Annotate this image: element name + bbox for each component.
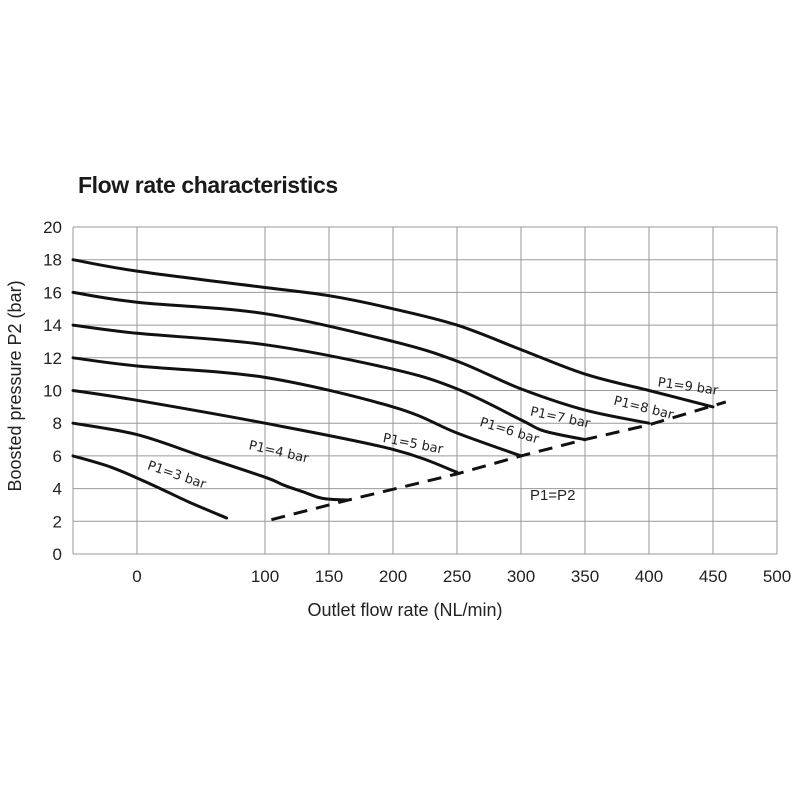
series-line bbox=[71, 389, 459, 474]
x-tick-label: 350 bbox=[571, 567, 599, 586]
x-tick-label: 0 bbox=[132, 567, 141, 586]
y-tick-label: 16 bbox=[43, 283, 62, 302]
y-tick-label: 18 bbox=[43, 251, 62, 270]
x-tick-label: 100 bbox=[251, 567, 279, 586]
series-line bbox=[71, 323, 587, 442]
reference-label: P1=P2 bbox=[530, 487, 575, 504]
reference-line bbox=[271, 400, 727, 522]
y-axis-label: Boosted pressure P2 (bar) bbox=[5, 280, 25, 491]
series-line bbox=[71, 258, 715, 409]
series-line bbox=[71, 454, 229, 520]
series-label: P1=4 bar bbox=[247, 438, 310, 466]
y-tick-label: 2 bbox=[53, 512, 62, 531]
series-line bbox=[71, 356, 523, 458]
series-line bbox=[71, 421, 350, 502]
y-tick-label: 10 bbox=[43, 382, 62, 401]
x-tick-label: 200 bbox=[379, 567, 407, 586]
y-tick-label: 20 bbox=[43, 218, 62, 237]
y-tick-label: 6 bbox=[53, 447, 62, 466]
x-tick-label: 450 bbox=[699, 567, 727, 586]
y-tick-label: 8 bbox=[53, 414, 62, 433]
x-tick-label: 300 bbox=[507, 567, 535, 586]
y-tick-label: 12 bbox=[43, 349, 62, 368]
x-tick-label: 500 bbox=[763, 567, 791, 586]
x-axis-label: Outlet flow rate (NL/min) bbox=[307, 600, 502, 620]
series-line bbox=[71, 290, 651, 425]
y-tick-label: 14 bbox=[43, 316, 62, 335]
series-lines bbox=[71, 258, 727, 522]
series-label: P1=5 bar bbox=[382, 431, 445, 457]
x-tick-label: 400 bbox=[635, 567, 663, 586]
x-tick-label: 250 bbox=[443, 567, 471, 586]
chart-title: Flow rate characteristics bbox=[78, 172, 338, 198]
y-tick-label: 4 bbox=[53, 480, 62, 499]
y-tick-label: 0 bbox=[53, 545, 62, 564]
x-tick-label: 150 bbox=[315, 567, 343, 586]
